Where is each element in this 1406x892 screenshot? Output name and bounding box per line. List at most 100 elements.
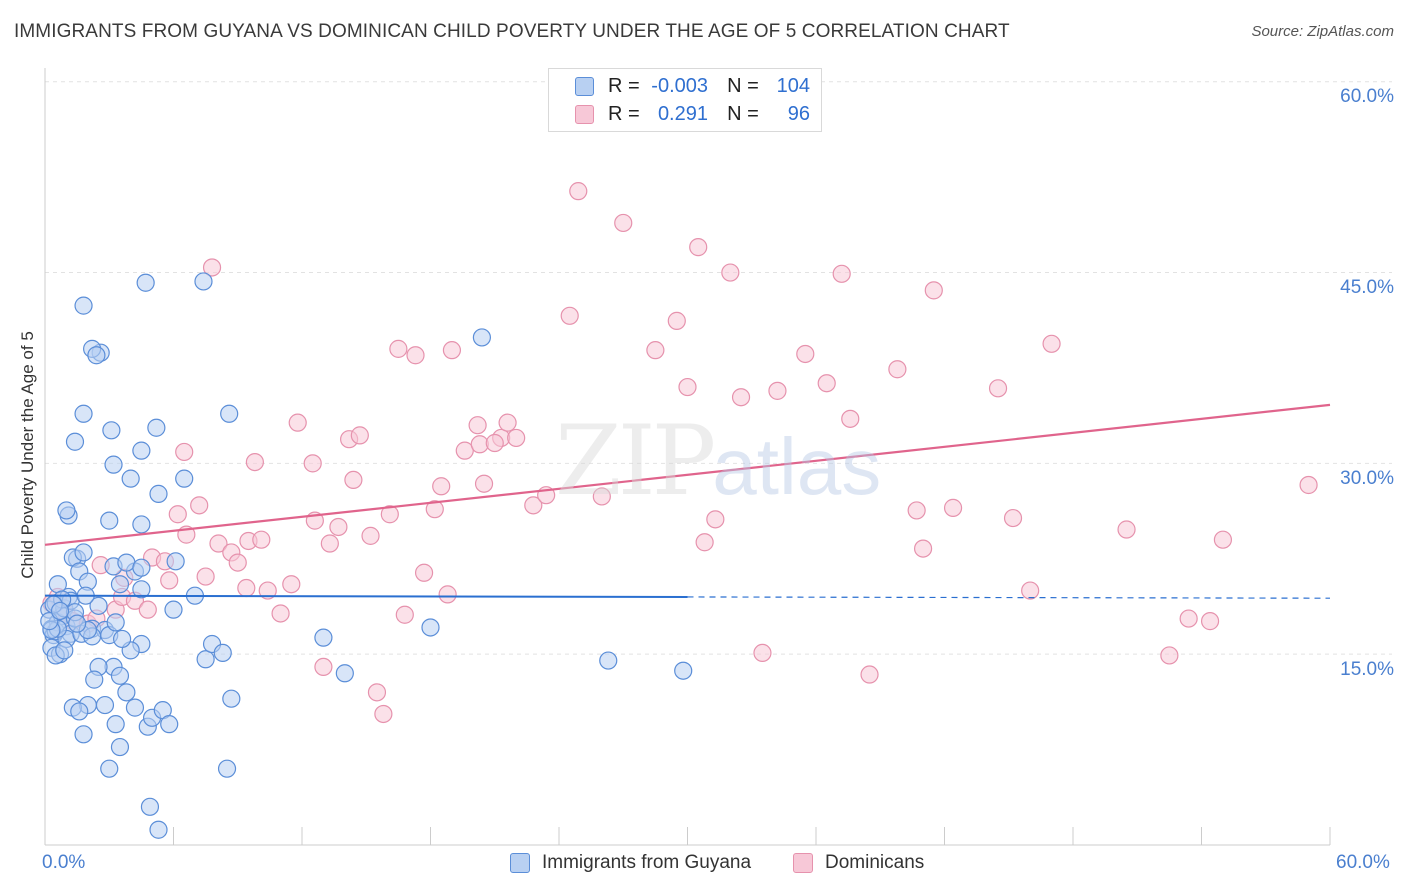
guyana-point bbox=[149, 820, 168, 839]
dominicans-point bbox=[202, 258, 222, 277]
source-note: Source: ZipAtlas.com bbox=[1251, 23, 1394, 40]
bottom-legend-label: Immigrants from Guyana bbox=[542, 852, 752, 873]
guyana-point bbox=[132, 558, 151, 577]
guyana-point bbox=[65, 432, 85, 451]
dominicans-point bbox=[468, 416, 487, 435]
legend-n-label: N = bbox=[727, 102, 759, 125]
dominicans-point bbox=[406, 346, 425, 365]
dominicans-point bbox=[924, 281, 943, 300]
dominicans-point bbox=[425, 500, 444, 519]
guyana-point bbox=[217, 759, 237, 778]
dominicans-point bbox=[361, 526, 380, 545]
legend-swatch-blue bbox=[575, 76, 594, 96]
dominicans-point bbox=[474, 474, 494, 493]
dominicans-points bbox=[42, 182, 1318, 724]
guyana-point bbox=[55, 641, 74, 660]
legend-r-label: R = bbox=[608, 74, 640, 97]
dominicans-point bbox=[258, 581, 277, 600]
dominicans-point bbox=[367, 683, 387, 702]
guyana-point bbox=[314, 628, 333, 647]
dominicans-point bbox=[524, 496, 543, 515]
dominicans-point bbox=[209, 534, 228, 553]
legend-row-dominicans: R = 0.291 N = 96 bbox=[575, 101, 810, 127]
guyana-point bbox=[220, 404, 239, 423]
guyana-point bbox=[106, 715, 125, 734]
dominicans-point bbox=[288, 413, 307, 432]
chart-title: IMMIGRANTS FROM GUYANA VS DOMINICAN CHIL… bbox=[14, 21, 1010, 42]
dominicans-point bbox=[1042, 334, 1061, 353]
dominicans-point bbox=[303, 454, 322, 473]
dominicans-point bbox=[796, 344, 815, 364]
guyana-point bbox=[335, 664, 354, 683]
bottom-legend-dominicans: Dominicans bbox=[793, 852, 924, 874]
guyana-point bbox=[57, 501, 76, 520]
dominicans-point bbox=[689, 238, 708, 257]
dominicans-point bbox=[1003, 508, 1023, 528]
guyana-point bbox=[140, 797, 160, 816]
guyana-points bbox=[40, 272, 693, 839]
guyana-point bbox=[175, 469, 194, 488]
dominicans-point bbox=[175, 442, 194, 462]
dominicans-point bbox=[667, 311, 686, 330]
dominicans-point bbox=[768, 381, 787, 400]
guyana-point bbox=[89, 596, 108, 615]
dominicans-point bbox=[1179, 609, 1198, 628]
guyana-point bbox=[125, 698, 145, 717]
guyana-trend-line bbox=[44, 594, 688, 598]
guyana-point bbox=[194, 272, 213, 291]
dominicans-point bbox=[432, 477, 451, 496]
dominicans-point bbox=[380, 505, 399, 524]
guyana-point bbox=[132, 515, 151, 534]
y-tick-label: 45.0% bbox=[1340, 277, 1394, 298]
legend-n-value: 96 bbox=[787, 102, 810, 125]
watermark: ZIPatlas bbox=[555, 405, 881, 517]
guyana-point bbox=[74, 543, 93, 562]
guyana-point bbox=[222, 689, 241, 708]
guyana-point bbox=[166, 552, 185, 571]
dominicans-point bbox=[1200, 612, 1220, 631]
guyana-point bbox=[213, 643, 232, 663]
legend-n-value: 104 bbox=[776, 74, 810, 97]
dominicans-point bbox=[832, 264, 851, 283]
guyana-point bbox=[121, 469, 140, 488]
dominicans-point bbox=[1021, 581, 1040, 600]
legend-row-guyana: R = -0.003 N = 104 bbox=[575, 73, 810, 99]
legend-r-value: 0.291 bbox=[657, 102, 708, 125]
guyana-point bbox=[102, 421, 121, 440]
dominicans-point bbox=[678, 377, 697, 397]
dominicans-point bbox=[560, 306, 579, 325]
dominicans-point bbox=[1160, 646, 1179, 665]
dominicans-point bbox=[442, 341, 462, 360]
dominicans-point bbox=[695, 533, 714, 552]
dominicans-point bbox=[988, 379, 1008, 398]
y-tick-label: 60.0% bbox=[1340, 86, 1394, 107]
watermark-atlas: atlas bbox=[712, 422, 882, 511]
guyana-point bbox=[85, 670, 104, 689]
correlation-legend: R = -0.003 N = 104 R = 0.291 N = 96 bbox=[548, 68, 822, 132]
guyana-point bbox=[74, 404, 93, 423]
dominicans-point bbox=[731, 388, 751, 407]
guyana-point bbox=[100, 511, 119, 530]
dominicans-point bbox=[314, 657, 333, 677]
dominicans-point bbox=[271, 604, 290, 623]
dominicans-point bbox=[160, 571, 179, 590]
grid-layer bbox=[45, 81, 1392, 655]
dominicans-point bbox=[228, 553, 247, 572]
guyana-point bbox=[196, 650, 215, 669]
y-tick-label: 30.0% bbox=[1340, 468, 1394, 489]
dominicans-point bbox=[1213, 530, 1233, 549]
bottom-legend-swatch-blue bbox=[510, 853, 530, 873]
dominicans-point bbox=[1117, 520, 1136, 539]
dominicans-point bbox=[888, 360, 907, 379]
guyana-point bbox=[472, 328, 491, 347]
dominicans-point bbox=[196, 567, 215, 586]
dominicans-point bbox=[498, 413, 517, 432]
y-tick-label: 15.0% bbox=[1340, 659, 1394, 680]
dominicans-point bbox=[646, 341, 665, 360]
legend-swatch-pink bbox=[575, 104, 594, 124]
dominicans-point bbox=[374, 704, 393, 724]
guyana-point bbox=[100, 759, 119, 778]
watermark-zip: ZIP bbox=[555, 405, 716, 517]
guyana-point bbox=[110, 737, 130, 757]
